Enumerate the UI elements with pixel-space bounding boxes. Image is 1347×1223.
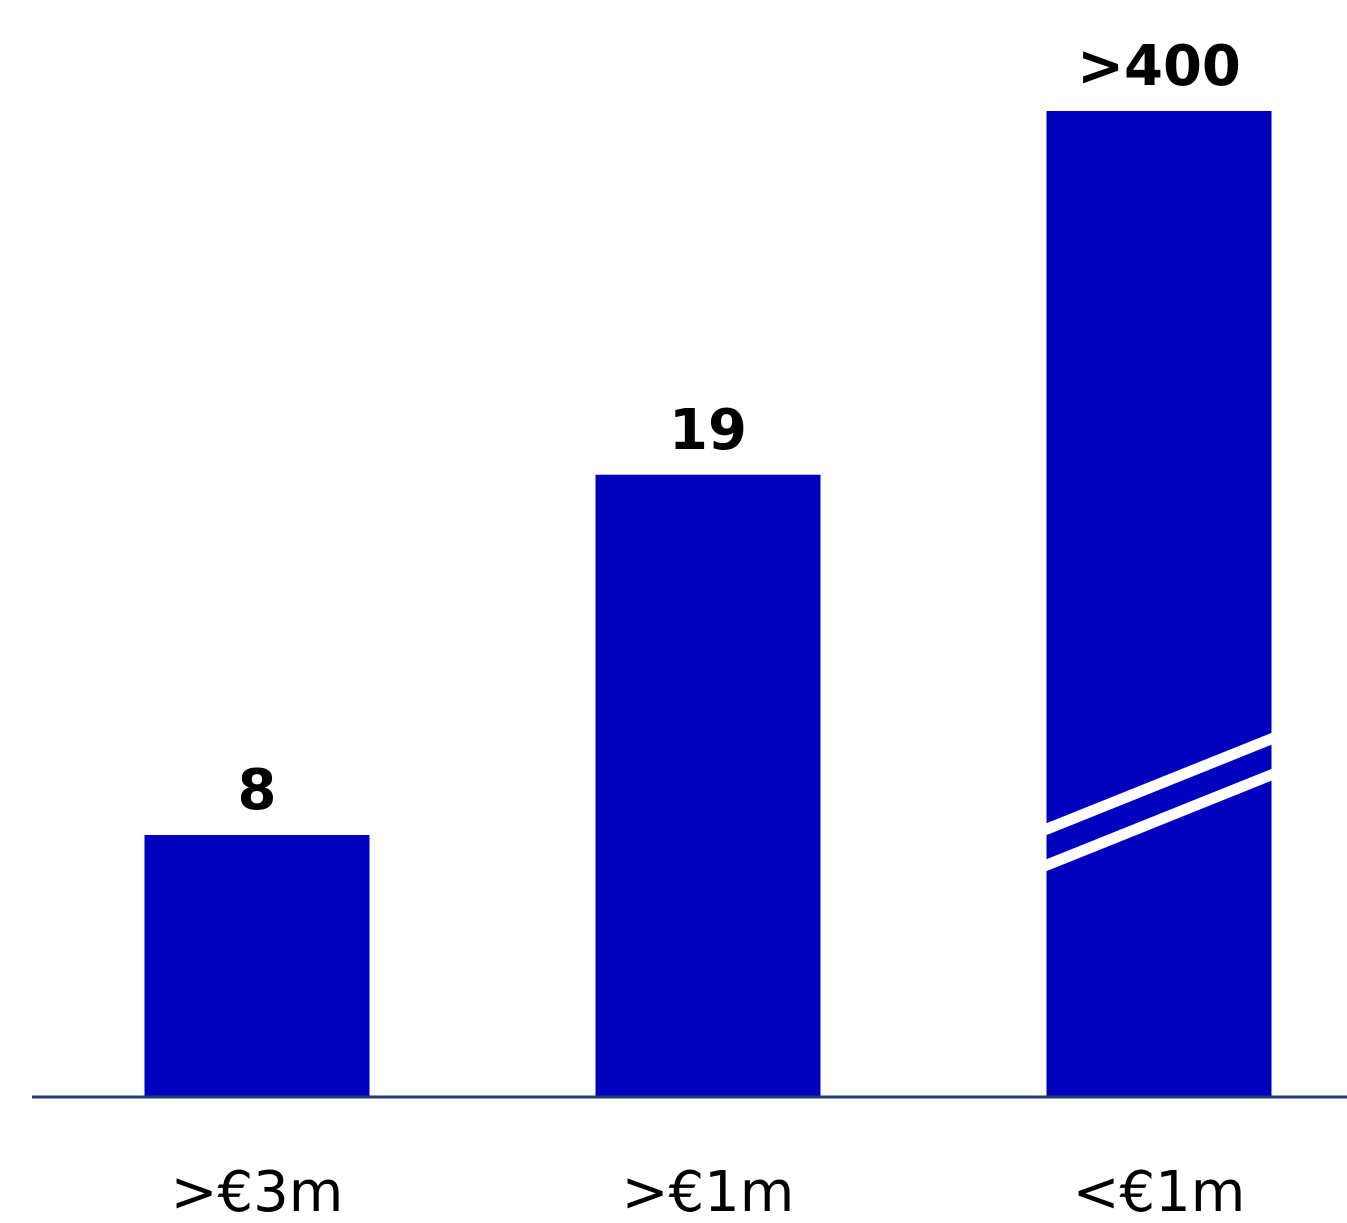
bar-3 (1046, 111, 1272, 1097)
x-tick-label-1: >€3m (171, 1160, 344, 1223)
axis-break-stripe-2 (1042, 768, 1276, 872)
data-label-1: 8 (238, 758, 277, 823)
x-tick-label-2: >€1m (622, 1160, 795, 1223)
axis-break-group (1042, 732, 1276, 872)
x-tick-label-3: <€1m (1073, 1160, 1246, 1223)
bars-group (144, 111, 1272, 1097)
bar-2 (595, 474, 821, 1097)
data-labels-group: 8 19 >400 (238, 34, 1241, 823)
data-label-3: >400 (1077, 34, 1241, 99)
x-tick-labels-group: >€3m >€1m <€1m (171, 1160, 1246, 1223)
axis-break-stripe-1 (1042, 732, 1276, 836)
bar-1 (144, 835, 370, 1097)
data-label-2: 19 (669, 398, 747, 463)
